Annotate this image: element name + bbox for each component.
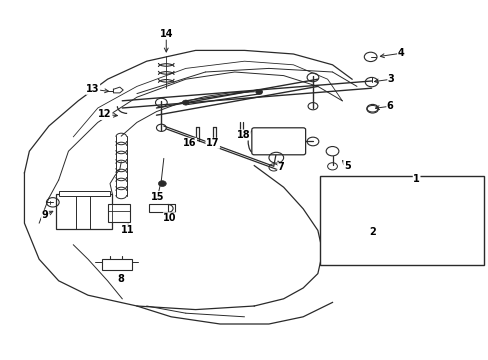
Bar — [149, 204, 167, 212]
Text: 11: 11 — [121, 225, 135, 235]
Text: 4: 4 — [397, 48, 404, 58]
Text: 17: 17 — [205, 138, 219, 148]
FancyBboxPatch shape — [251, 128, 305, 155]
Text: 8: 8 — [118, 274, 124, 284]
Text: 1: 1 — [412, 174, 419, 184]
Circle shape — [182, 100, 189, 105]
Text: 12: 12 — [98, 109, 112, 120]
Bar — [56, 194, 112, 229]
Text: 9: 9 — [41, 210, 48, 220]
Text: 7: 7 — [277, 162, 284, 172]
Text: 5: 5 — [343, 161, 350, 171]
Circle shape — [158, 181, 166, 186]
Bar — [107, 204, 129, 222]
Text: 3: 3 — [387, 74, 394, 84]
Text: 14: 14 — [159, 29, 173, 39]
Circle shape — [255, 89, 262, 94]
Text: 2: 2 — [368, 227, 375, 237]
Bar — [59, 191, 110, 196]
Text: 15: 15 — [150, 192, 164, 202]
Bar — [320, 176, 483, 265]
Text: 16: 16 — [183, 138, 196, 148]
Text: 10: 10 — [163, 213, 177, 223]
Text: 18: 18 — [236, 130, 250, 140]
Bar — [102, 259, 132, 270]
Text: 13: 13 — [86, 84, 100, 94]
Text: 6: 6 — [386, 101, 393, 111]
